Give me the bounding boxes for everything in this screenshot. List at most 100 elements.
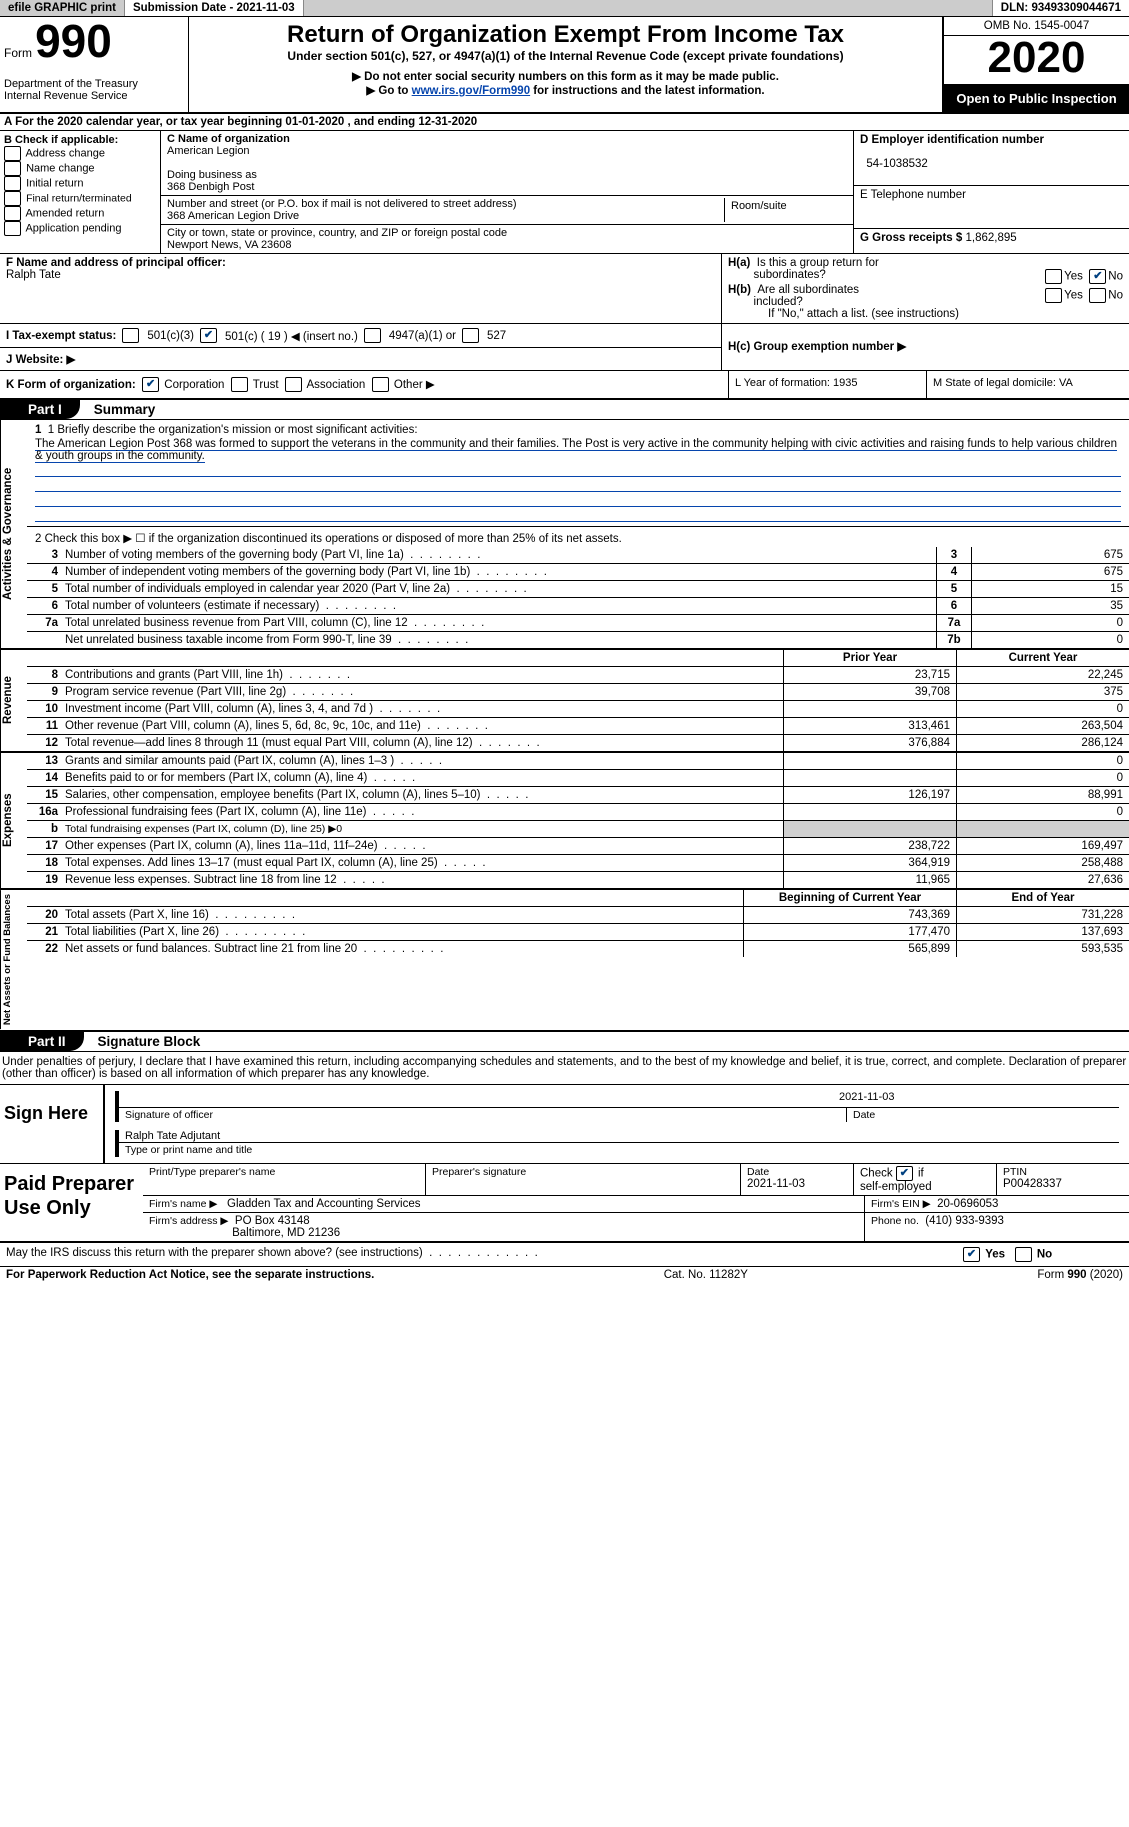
firm-ein: 20-0696053 — [937, 1198, 998, 1210]
hdr-center: Return of Organization Exempt From Incom… — [189, 17, 942, 112]
prep-date-lbl: Date — [747, 1166, 769, 1178]
527-lbl: 527 — [487, 330, 506, 342]
tax-year: 2020 — [944, 36, 1129, 85]
gov-row-5: 5 Total number of individuals employed i… — [27, 581, 1129, 598]
col-c: C Name of organization American Legion D… — [161, 131, 854, 253]
ha-yes-cb[interactable] — [1045, 269, 1062, 284]
ha-no-cb[interactable] — [1089, 269, 1106, 284]
gross-value: 1,862,895 — [965, 232, 1016, 244]
sig-fields: 2021-11-03 Signature of officer Date Ral… — [103, 1085, 1129, 1163]
goto-post: for instructions and the latest informat… — [530, 85, 765, 97]
firm-ein-lbl: Firm's EIN ▶ — [871, 1198, 931, 1210]
form-label: Form — [4, 46, 32, 60]
dln-number: DLN: 93493309044671 — [992, 0, 1129, 16]
exp-row-17: 17 Other expenses (Part IX, column (A), … — [27, 838, 1129, 855]
org-name-lbl: C Name of organization — [167, 133, 290, 145]
date-lbl: Date — [846, 1108, 1119, 1122]
501c-lbl: 501(c) ( 19 ) ◀ (insert no.) — [225, 329, 358, 343]
trust-cb[interactable] — [231, 377, 248, 392]
rev-row-9: 9 Program service revenue (Part VIII, li… — [27, 684, 1129, 701]
may-no-cb[interactable] — [1015, 1247, 1032, 1262]
amended-return-cb[interactable] — [4, 206, 21, 221]
lm-block: L Year of formation: 1935 M State of leg… — [728, 371, 1129, 398]
hb-yes-cb[interactable] — [1045, 288, 1062, 303]
tel-lbl: E Telephone number — [860, 189, 966, 201]
initial-return-cb[interactable] — [4, 176, 21, 191]
may-yes-cb[interactable] — [963, 1247, 980, 1262]
h-c: H(c) Group exemption number ▶ — [721, 323, 1129, 370]
org-name: American Legion — [167, 145, 250, 157]
501c3-cb[interactable] — [122, 328, 139, 343]
4947-cb[interactable] — [364, 328, 381, 343]
q2: 2 Check this box ▶ ☐ if the organization… — [27, 526, 1129, 547]
gov-row-4: 4 Number of independent voting members o… — [27, 564, 1129, 581]
sig-name-value: Ralph Tate Adjutant — [115, 1130, 1119, 1142]
hb-no-cb[interactable] — [1089, 288, 1106, 303]
501c-cb[interactable] — [200, 328, 217, 343]
other-cb[interactable] — [372, 377, 389, 392]
may-yes: Yes — [985, 1248, 1005, 1260]
trust-lbl: Trust — [253, 379, 279, 391]
exp-section: Expenses 13 Grants and similar amounts p… — [0, 753, 1129, 890]
begin-year-hdr: Beginning of Current Year — [743, 890, 956, 906]
efile-print-button[interactable]: efile GRAPHIC print — [0, 0, 125, 16]
col-f: F Name and address of principal officer:… — [0, 254, 721, 323]
row-i-j: I Tax-exempt status: 501(c)(3) 501(c) ( … — [0, 323, 1129, 370]
row-b-to-g: B Check if applicable: Address change Na… — [0, 131, 1129, 254]
final-return-cb[interactable] — [4, 191, 21, 206]
part2-title: Signature Block — [84, 1034, 201, 1049]
curr-year-hdr: Current Year — [956, 650, 1129, 666]
form-page: efile GRAPHIC print Submission Date - 20… — [0, 0, 1129, 1827]
gov-row-6: 6 Total number of volunteers (estimate i… — [27, 598, 1129, 615]
exp-row-18: 18 Total expenses. Add lines 13–17 (must… — [27, 855, 1129, 872]
irs-link[interactable]: www.irs.gov/Form990 — [412, 85, 530, 97]
q1-text: The American Legion Post 368 was formed … — [27, 438, 1129, 522]
q1-head: 1 1 Briefly describe the organization's … — [27, 420, 1129, 438]
page-footer: For Paperwork Reduction Act Notice, see … — [0, 1266, 1129, 1283]
city-lbl: City or town, state or province, country… — [167, 227, 507, 239]
f-name: Ralph Tate — [6, 269, 61, 281]
corp-cb[interactable] — [142, 377, 159, 392]
ptin-value: P00428337 — [1003, 1178, 1062, 1190]
sign-here-label: Sign Here — [0, 1085, 103, 1163]
sig-type-lbl: Type or print name and title — [115, 1143, 1119, 1157]
tel-block: E Telephone number — [854, 185, 1129, 228]
exp-row-14: 14 Benefits paid to or for members (Part… — [27, 770, 1129, 787]
assoc-cb[interactable] — [285, 377, 302, 392]
paid-preparer-label: Paid Preparer Use Only — [0, 1164, 143, 1241]
addr-change-cb[interactable] — [4, 146, 21, 161]
rev-row-8: 8 Contributions and grants (Part VIII, l… — [27, 667, 1129, 684]
self-emp-cb[interactable] — [896, 1166, 913, 1181]
exp-row-19: 19 Revenue less expenses. Subtract line … — [27, 872, 1129, 888]
row-f-h: F Name and address of principal officer:… — [0, 254, 1129, 323]
penalties-text: Under penalties of perjury, I declare th… — [0, 1052, 1129, 1084]
part2-tab: Part II — [0, 1032, 84, 1051]
prep-sig-lbl: Preparer's signature — [432, 1166, 526, 1178]
form-number: 990 — [35, 15, 112, 67]
name-change-cb[interactable] — [4, 161, 21, 176]
rev-header-row: Prior Year Current Year — [27, 650, 1129, 667]
line-a: A For the 2020 calendar year, or tax yea… — [0, 114, 1129, 131]
rev-label: Revenue — [0, 650, 27, 751]
paid-preparer-block: Paid Preparer Use Only Print/Type prepar… — [0, 1164, 1129, 1242]
footer-center: Cat. No. 11282Y — [664, 1269, 748, 1281]
ha-no: No — [1108, 271, 1123, 283]
form-subtitle: Under section 501(c), 527, or 4947(a)(1)… — [195, 49, 936, 63]
addr-change-lbl: Address change — [25, 147, 105, 159]
sig-date-value: 2021-11-03 — [831, 1091, 1119, 1107]
gov-row-3: 3 Number of voting members of the govern… — [27, 547, 1129, 564]
may-irs-line: May the IRS discuss this return with the… — [0, 1242, 1129, 1266]
527-cb[interactable] — [462, 328, 479, 343]
exp-label: Expenses — [0, 753, 27, 888]
gov-row-7b: Net unrelated business taxable income fr… — [27, 632, 1129, 648]
app-pending-cb[interactable] — [4, 221, 21, 236]
4947-lbl: 4947(a)(1) or — [389, 330, 456, 342]
other-lbl: Other ▶ — [394, 379, 435, 391]
end-year-hdr: End of Year — [956, 890, 1129, 906]
col-b-checkboxes: B Check if applicable: Address change Na… — [0, 131, 161, 253]
submission-date: Submission Date - 2021-11-03 — [125, 0, 304, 16]
city-block: City or town, state or province, country… — [161, 224, 853, 253]
part1-tab: Part I — [0, 400, 80, 419]
part1-header: Part I Summary — [0, 400, 1129, 420]
gov-label: Activities & Governance — [0, 420, 27, 648]
